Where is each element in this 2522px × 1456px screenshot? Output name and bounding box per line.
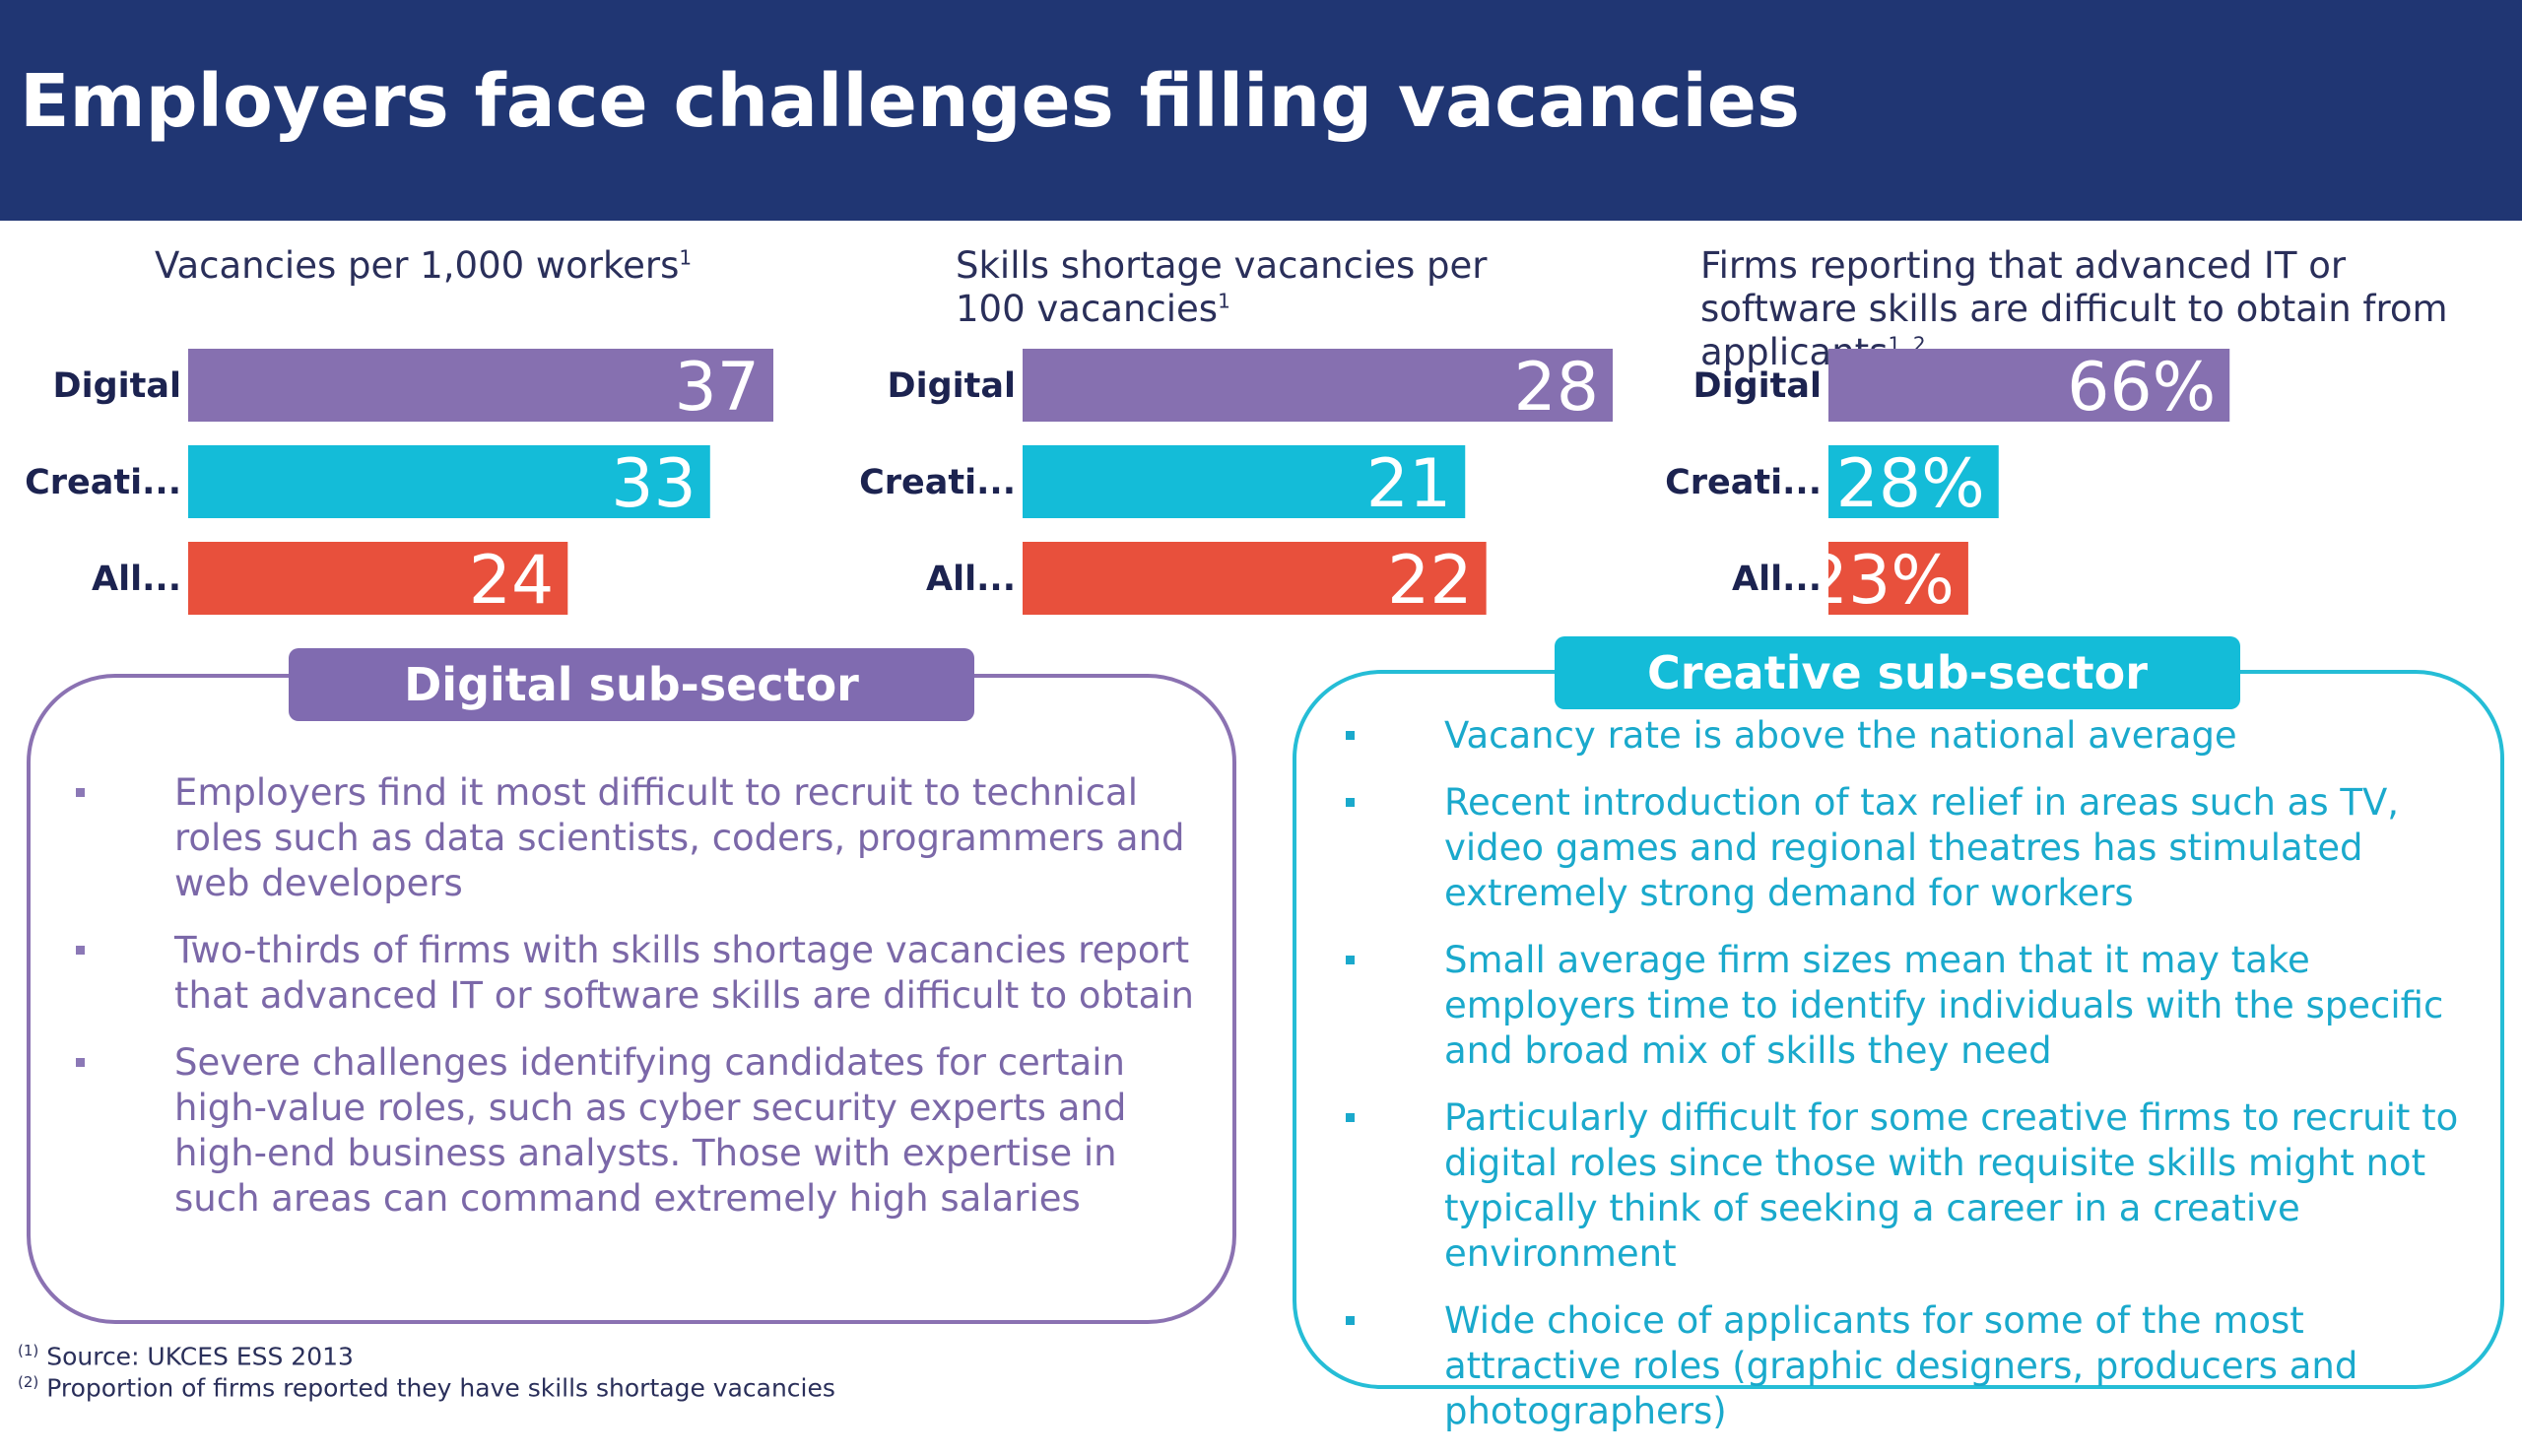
chart-skills-shortage-per-100: Digital 28 Creati... 21 All... 22: [859, 349, 1613, 620]
bullet-dot: [76, 946, 85, 955]
creative-bullet-5: Wide choice of applicants for some of th…: [1346, 1298, 2489, 1434]
chart-2-title-text: Skills shortage vacancies per 100 vacanc…: [956, 244, 1488, 330]
header-banner: Employers face challenges filling vacanc…: [0, 0, 2522, 221]
bar: [1828, 445, 1999, 518]
chart-3-title: Firms reporting that advanced IT or soft…: [1700, 244, 2489, 374]
bar: [188, 445, 710, 518]
data-label: 33: [611, 445, 697, 523]
digital-subsector-heading: Digital sub-sector: [289, 648, 974, 721]
footnote-1-mark: (1): [18, 1342, 39, 1359]
data-label: 28%: [1836, 445, 1985, 523]
category-label: Creati...: [25, 463, 181, 502]
category-label: Creati...: [859, 463, 1016, 502]
chart-firms-it-skills: Digital 66% Creati... 28% All...23%: [1665, 349, 2230, 620]
footnote-1-text: Source: UKCES ESS 2013: [46, 1342, 354, 1371]
data-label: 37: [674, 349, 760, 427]
category-label: Digital: [1693, 366, 1822, 406]
data-label: 23%: [1806, 542, 1955, 620]
bar: [1023, 542, 1487, 615]
chart-1-title-text: Vacancies per 1,000 workers: [155, 244, 680, 287]
bullet-dot: [1346, 1113, 1355, 1122]
data-label: 66%: [2067, 349, 2216, 427]
bullet-dot: [76, 788, 85, 797]
chart-2-title-footnote-mark: 1: [1218, 289, 1230, 313]
chart-1-title-footnote-mark: 1: [679, 245, 693, 270]
bullet-dot: [1346, 798, 1355, 807]
bar: [1828, 349, 2230, 422]
digital-bullet-2-text: Two-thirds of firms with skills shortage…: [174, 929, 1194, 1017]
digital-bullet-3-text: Severe challenges identifying candidates…: [174, 1041, 1127, 1220]
creative-bullet-5-text: Wide choice of applicants for some of th…: [1444, 1299, 2358, 1432]
category-label: All...: [926, 560, 1016, 599]
digital-bullet-2: Two-thirds of firms with skills shortage…: [76, 928, 1199, 1019]
category-label: All...: [1732, 560, 1822, 599]
data-label: 22: [1387, 542, 1473, 620]
creative-bullet-list: Vacancy rate is above the national avera…: [1346, 713, 2489, 1456]
creative-bullet-1-text: Vacancy rate is above the national avera…: [1444, 714, 2237, 757]
creative-bullet-3-text: Small average firm sizes mean that it ma…: [1444, 939, 2444, 1072]
creative-bullet-2-text: Recent introduction of tax relief in are…: [1444, 781, 2400, 914]
digital-bullet-3: Severe challenges identifying candidates…: [76, 1040, 1199, 1222]
category-label: Digital: [888, 366, 1016, 406]
chart-2-title: Skills shortage vacancies per 100 vacanc…: [956, 244, 1547, 331]
bar: [1828, 542, 1968, 615]
footnote-2-text: Proportion of firms reported they have s…: [46, 1373, 835, 1403]
footnote-2: (2) Proportion of firms reported they ha…: [18, 1373, 835, 1402]
creative-bullet-4-text: Particularly difficult for some creative…: [1444, 1096, 2459, 1275]
bullet-dot: [1346, 956, 1355, 964]
creative-bullet-3: Small average firm sizes mean that it ma…: [1346, 938, 2489, 1074]
creative-bullet-2: Recent introduction of tax relief in are…: [1346, 780, 2489, 916]
category-label: All...: [92, 560, 181, 599]
category-label: Digital: [53, 366, 181, 406]
digital-bullet-1-text: Employers find it most difficult to recr…: [174, 771, 1185, 904]
bullet-dot: [76, 1058, 85, 1067]
page-title: Employers face challenges filling vacanc…: [20, 59, 1801, 144]
bullet-dot: [1346, 1316, 1355, 1325]
chart-vacancies-per-1000: Digital 37 Creati... 33 All... 24: [25, 349, 773, 620]
data-label: 28: [1513, 349, 1599, 427]
data-label: 21: [1366, 445, 1452, 523]
chart-3-title-text: Firms reporting that advanced IT or soft…: [1700, 244, 2448, 373]
footnote-1: (1) Source: UKCES ESS 2013: [18, 1342, 354, 1370]
creative-bullet-4: Particularly difficult for some creative…: [1346, 1095, 2489, 1277]
category-label: Creati...: [1665, 463, 1822, 502]
bar: [1023, 445, 1466, 518]
digital-bullet-1: Employers find it most difficult to recr…: [76, 770, 1199, 906]
bar: [188, 349, 773, 422]
footnote-2-mark: (2): [18, 1373, 39, 1391]
bullet-dot: [1346, 731, 1355, 740]
bar: [1023, 349, 1613, 422]
chart-1-title: Vacancies per 1,000 workers1: [155, 244, 706, 288]
digital-bullet-list: Employers find it most difficult to recr…: [76, 770, 1199, 1243]
creative-bullet-1: Vacancy rate is above the national avera…: [1346, 713, 2489, 759]
bar: [188, 542, 568, 615]
data-label: 24: [469, 542, 555, 620]
creative-subsector-heading: Creative sub-sector: [1555, 636, 2240, 709]
